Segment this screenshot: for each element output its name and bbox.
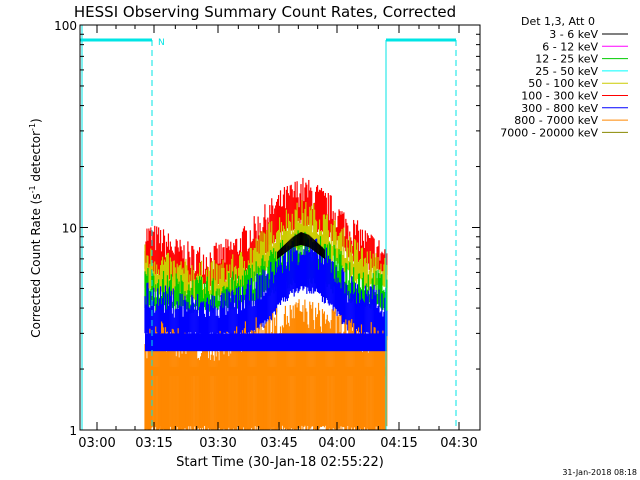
footer-timestamp: 31-Jan-2018 08:18 [562,468,637,477]
legend-entry-label: 800 - 7000 keV [514,114,598,127]
chart-title: HESSI Observing Summary Count Rates, Cor… [74,3,456,21]
orange-band-fill [145,366,387,376]
x-tick-label: 03:15 [135,436,172,451]
legend-entry-label: 25 - 50 keV [535,65,598,78]
legend-entry-label: 300 - 800 keV [521,102,598,115]
x-tick-label: 03:30 [199,436,236,451]
y-tick-label: 1 [69,424,77,438]
legend-entry-label: 3 - 6 keV [549,28,598,41]
series-envelope [277,232,325,259]
orange-floor-band [145,333,387,430]
x-tick-label: 04:15 [380,436,417,451]
legend-entry-label: 7000 - 20000 keV [500,126,598,139]
series-envelope [144,237,388,341]
legend-entry-label: 100 - 300 keV [521,90,598,103]
y-axis-label: Corrected Count Rate (s-1 detector-1) [28,118,43,337]
legend-entry-label: 50 - 100 keV [528,77,598,90]
legend-entry-label: 6 - 12 keV [542,40,598,53]
x-tick-label: 03:00 [78,436,115,451]
y-tick-label: 100 [54,19,77,33]
x-tick-label: 04:00 [318,436,355,451]
x-tick-label: 03:45 [260,436,297,451]
y-tick-label: 10 [62,222,77,236]
blue-band-fill [145,333,387,352]
legend-entry-label: 12 - 25 keV [535,53,598,66]
axes: 1 10 100 03:00 03:15 03:30 03:45 04:00 04:15 04:3… [54,19,480,451]
attenuator-event-label: N [158,38,165,48]
x-axis-label: Start Time (30-Jan-18 02:55:22) [176,455,384,470]
data-layer [144,177,388,430]
x-tick-label: 04:30 [440,436,477,451]
legend-title: Det 1,3, Att 0 [521,15,595,28]
